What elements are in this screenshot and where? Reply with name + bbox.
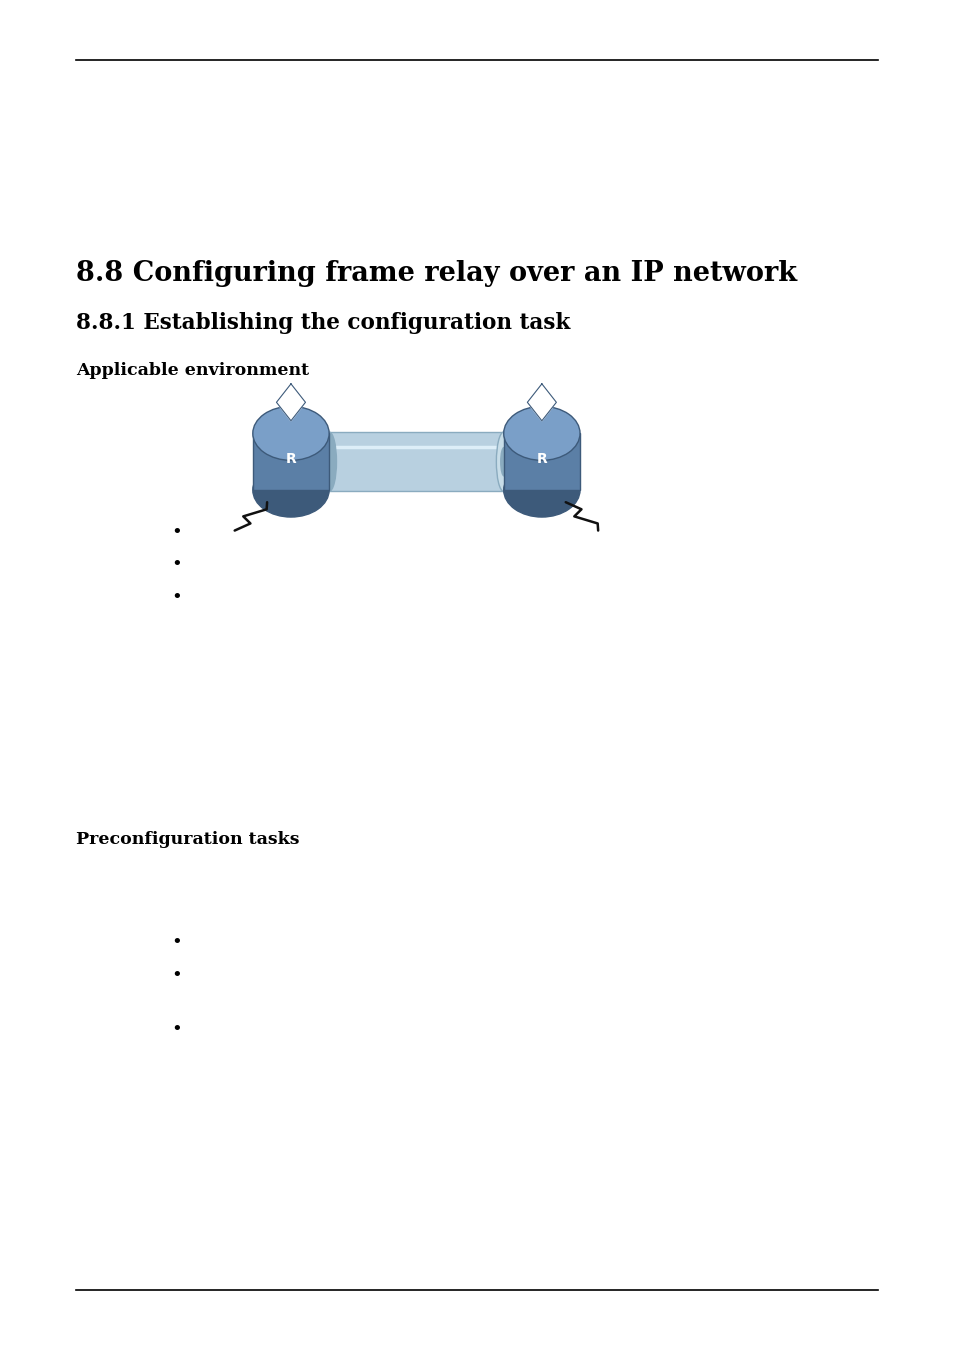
- Ellipse shape: [503, 463, 579, 517]
- Text: R: R: [536, 452, 547, 466]
- Ellipse shape: [253, 406, 329, 460]
- Ellipse shape: [321, 432, 336, 491]
- Text: •: •: [171, 522, 182, 541]
- Text: •: •: [171, 1019, 182, 1038]
- Ellipse shape: [496, 432, 511, 491]
- Ellipse shape: [503, 406, 579, 460]
- Text: R: R: [285, 452, 296, 466]
- Text: 8.8.1 Establishing the configuration task: 8.8.1 Establishing the configuration tas…: [76, 312, 570, 335]
- Text: •: •: [171, 555, 182, 574]
- Bar: [503, 433, 579, 490]
- Polygon shape: [276, 383, 305, 421]
- Ellipse shape: [253, 463, 329, 517]
- Text: •: •: [171, 965, 182, 984]
- FancyArrow shape: [329, 432, 503, 491]
- Ellipse shape: [499, 447, 507, 477]
- Polygon shape: [527, 383, 556, 421]
- Text: Applicable environment: Applicable environment: [76, 362, 309, 379]
- Text: •: •: [171, 933, 182, 952]
- Text: •: •: [171, 587, 182, 606]
- Text: 8.8 Configuring frame relay over an IP network: 8.8 Configuring frame relay over an IP n…: [76, 259, 797, 286]
- Text: Preconfiguration tasks: Preconfiguration tasks: [76, 830, 299, 848]
- Bar: [253, 433, 329, 490]
